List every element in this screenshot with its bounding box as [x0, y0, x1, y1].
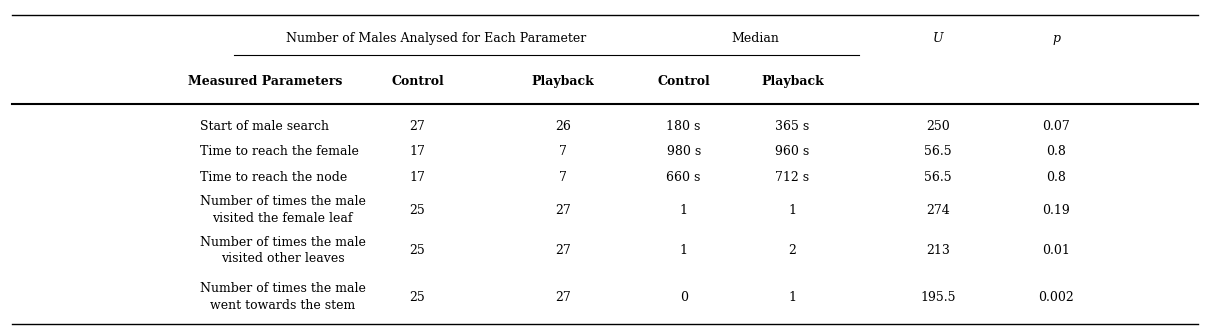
- Text: 0.07: 0.07: [1043, 121, 1070, 133]
- Text: 7: 7: [559, 146, 566, 158]
- Text: 56.5: 56.5: [924, 146, 951, 158]
- Text: Start of male search: Start of male search: [200, 121, 329, 133]
- Text: 17: 17: [409, 146, 426, 158]
- Text: 2: 2: [789, 244, 796, 257]
- Text: Number of Males Analysed for Each Parameter: Number of Males Analysed for Each Parame…: [286, 32, 587, 45]
- Text: Median: Median: [731, 32, 779, 45]
- Text: 250: 250: [926, 121, 950, 133]
- Text: p: p: [1053, 32, 1060, 45]
- Text: Number of times the male
visited the female leaf: Number of times the male visited the fem…: [200, 195, 365, 225]
- Text: 213: 213: [926, 244, 950, 257]
- Text: 27: 27: [409, 121, 426, 133]
- Text: 1: 1: [789, 291, 796, 304]
- Text: Number of times the male
visited other leaves: Number of times the male visited other l…: [200, 235, 365, 266]
- Text: 0.002: 0.002: [1038, 291, 1074, 304]
- Text: 0: 0: [680, 291, 687, 304]
- Text: 660 s: 660 s: [667, 171, 701, 183]
- Text: 1: 1: [680, 204, 687, 217]
- Text: U: U: [933, 32, 943, 45]
- Text: 1: 1: [789, 204, 796, 217]
- Text: 274: 274: [926, 204, 950, 217]
- Text: 980 s: 980 s: [667, 146, 701, 158]
- Text: 960 s: 960 s: [776, 146, 809, 158]
- Text: 27: 27: [554, 204, 571, 217]
- Text: Measured Parameters: Measured Parameters: [188, 75, 342, 88]
- Text: 27: 27: [554, 291, 571, 304]
- Text: 27: 27: [554, 244, 571, 257]
- Text: 1: 1: [680, 244, 687, 257]
- Text: 0.8: 0.8: [1047, 171, 1066, 183]
- Text: Number of times the male
went towards the stem: Number of times the male went towards th…: [200, 282, 365, 312]
- Text: 7: 7: [559, 171, 566, 183]
- Text: 365 s: 365 s: [776, 121, 809, 133]
- Text: Control: Control: [657, 75, 710, 88]
- Text: 0.8: 0.8: [1047, 146, 1066, 158]
- Text: Time to reach the female: Time to reach the female: [200, 146, 358, 158]
- Text: 712 s: 712 s: [776, 171, 809, 183]
- Text: 25: 25: [409, 204, 426, 217]
- Text: 17: 17: [409, 171, 426, 183]
- Text: 26: 26: [554, 121, 571, 133]
- Text: 0.01: 0.01: [1042, 244, 1071, 257]
- Text: 195.5: 195.5: [920, 291, 956, 304]
- Text: Time to reach the node: Time to reach the node: [200, 171, 347, 183]
- Text: Playback: Playback: [761, 75, 824, 88]
- Text: 0.19: 0.19: [1043, 204, 1070, 217]
- Text: 180 s: 180 s: [667, 121, 701, 133]
- Text: Control: Control: [391, 75, 444, 88]
- Text: 25: 25: [409, 244, 426, 257]
- Text: 25: 25: [409, 291, 426, 304]
- Text: Playback: Playback: [531, 75, 594, 88]
- Text: 56.5: 56.5: [924, 171, 951, 183]
